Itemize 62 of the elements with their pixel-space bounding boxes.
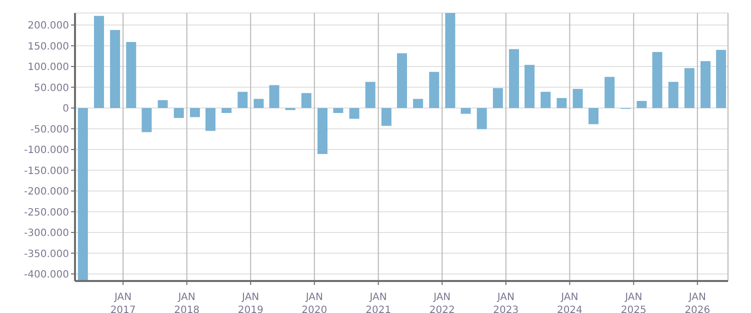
bar: [396, 53, 407, 108]
y-tick-label: 50.000: [34, 82, 69, 94]
bar: [238, 92, 248, 108]
bar: [254, 98, 264, 108]
bar: [126, 42, 136, 108]
bar: [492, 88, 503, 108]
bar: [684, 68, 694, 108]
bar: [349, 108, 360, 119]
bar: [636, 100, 647, 108]
bar: [556, 98, 567, 108]
x-tick-label: JAN 2023: [493, 292, 519, 313]
y-tick-label: 100.000: [28, 62, 69, 74]
bar: [301, 93, 312, 108]
bar: [317, 108, 328, 154]
bar: [94, 16, 104, 108]
x-tick-label: JAN 2018: [174, 292, 200, 313]
x-tick-label: JAN 2020: [302, 292, 328, 313]
x-tick-label: JAN 2019: [238, 292, 264, 313]
y-tick-label: 200.000: [28, 20, 69, 32]
bar: [460, 108, 471, 114]
bar: [668, 82, 678, 108]
bar: [476, 108, 487, 130]
bar: [205, 108, 216, 131]
bar: [508, 49, 519, 108]
bar: [78, 108, 88, 281]
bar: [365, 82, 376, 108]
bar: [524, 64, 535, 108]
bar: [190, 108, 200, 118]
x-tick-label: JAN 2026: [684, 292, 710, 313]
x-tick-label: JAN 2025: [620, 292, 646, 313]
bar: [413, 98, 424, 108]
bar: [222, 108, 232, 113]
x-tick-label: JAN 2024: [556, 292, 582, 313]
y-tick-label: -150.000: [24, 166, 69, 177]
bar: [174, 108, 184, 118]
y-tick-label: -100.000: [24, 145, 69, 156]
y-tick-label: -350.000: [24, 248, 69, 260]
bar: [158, 100, 168, 108]
y-tick-label: -200.000: [24, 186, 69, 198]
bar: [381, 108, 392, 126]
y-tick-label: 0: [62, 104, 69, 115]
bar: [572, 88, 583, 108]
bar: [716, 50, 726, 108]
bar: [445, 13, 456, 108]
y-tick-label: 150.000: [28, 41, 69, 52]
bar: [333, 108, 344, 113]
bar: [142, 108, 152, 132]
bar: [429, 72, 440, 108]
x-tick-label: JAN 2022: [429, 292, 455, 313]
y-tick-label: -50.000: [30, 124, 69, 136]
bar: [110, 30, 120, 108]
bar: [604, 76, 615, 108]
bar: [700, 61, 711, 108]
y-tick-label: -400.000: [24, 269, 69, 280]
bar: [540, 92, 551, 108]
bar: [652, 52, 662, 108]
y-tick-label: -250.000: [24, 207, 69, 218]
x-tick-label: JAN 2017: [110, 292, 136, 313]
bar: [588, 108, 598, 124]
x-tick-label: JAN 2021: [366, 292, 392, 313]
bar: [269, 85, 280, 108]
y-tick-label: -300.000: [24, 228, 69, 240]
